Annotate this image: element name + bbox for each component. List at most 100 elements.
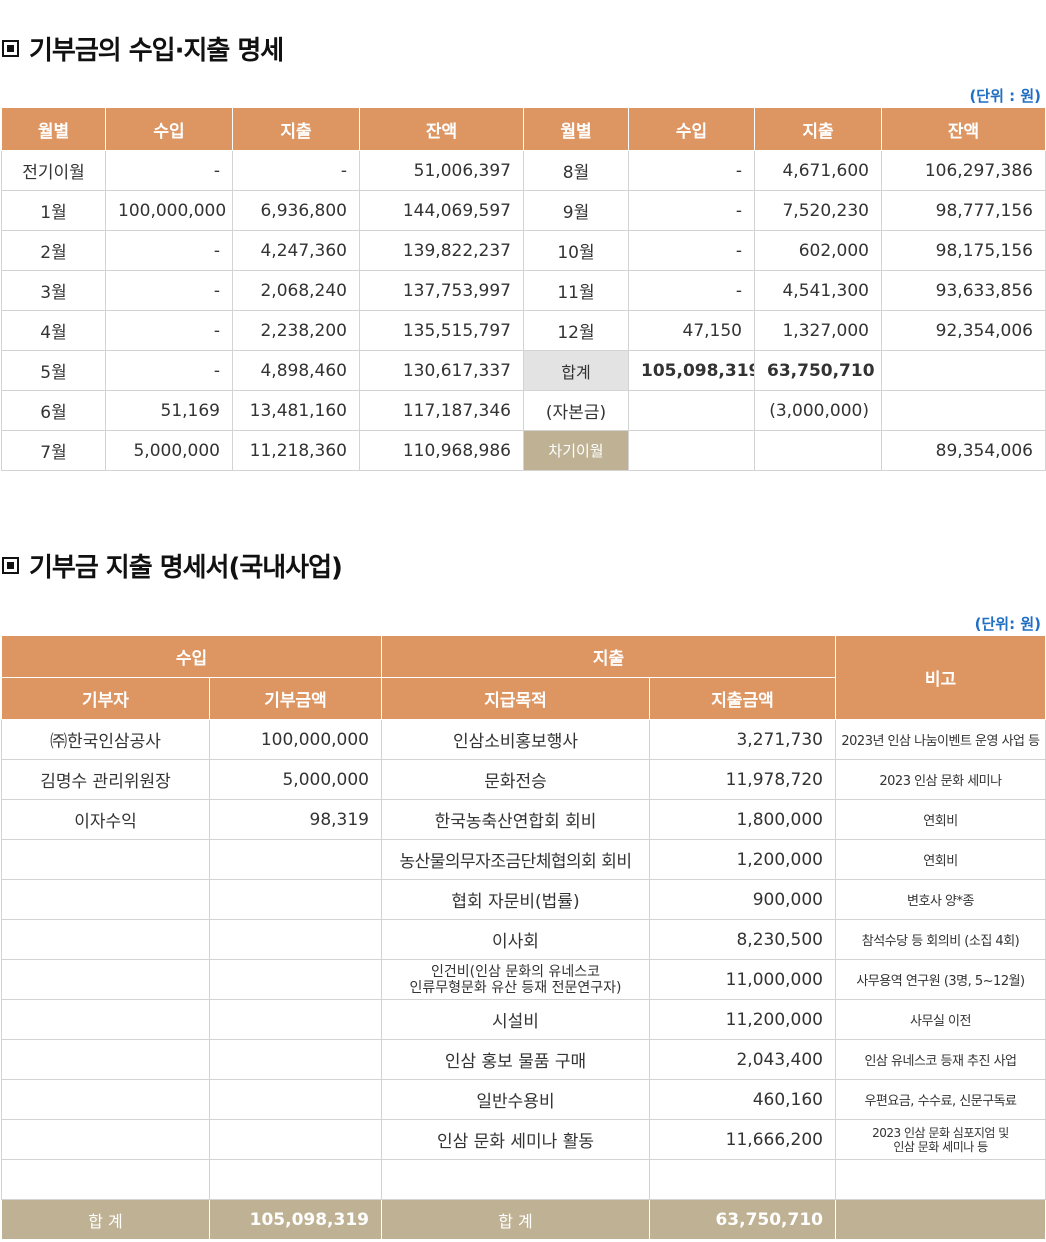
table-row: 인삼 문화 세미나 활동 11,666,200 2023 인삼 문화 심포지엄 … [1,1119,1046,1160]
balance-cell: 144,069,597 [359,190,524,231]
balance-cell [881,350,1046,391]
balance-cell: 93,633,856 [881,270,1046,311]
note-cell: 인삼 유네스코 등재 추진 사업 [835,1039,1046,1080]
income-cell: - [628,190,755,231]
donation-cell [209,1039,382,1080]
table-row: 6월 51,169 13,481,160 117,187,346 (자본금) (… [1,390,1046,431]
table-row: 1월 100,000,000 6,936,800 144,069,597 9월 … [1,190,1046,231]
header-month: 월별 [523,107,629,151]
total-income-cell: 105,098,319 [628,350,755,391]
total-note-cell [835,1199,1046,1240]
donation-cell [209,839,382,880]
header-donation-amount: 기부금액 [209,677,382,720]
carryover-balance-cell: 89,354,006 [881,430,1046,471]
table-row: 5월 - 4,898,460 130,617,337 합계 105,098,31… [1,350,1046,391]
balance-cell: 98,777,156 [881,190,1046,231]
total-label-cell: 합 계 [381,1199,650,1240]
amount-cell: 11,200,000 [649,999,836,1040]
balance-cell: 137,753,997 [359,270,524,311]
donation-cell [209,959,382,1000]
balance-cell: 106,297,386 [881,150,1046,191]
month-cell: 1월 [1,190,106,231]
table-row [1,1159,1046,1200]
income-cell: 100,000,000 [105,190,233,231]
balance-cell: 51,006,397 [359,150,524,191]
purpose-cell: 한국농축산연합회 회비 [381,799,650,840]
month-cell: 8월 [523,150,629,191]
table2-sub-header-row: 기부자 기부금액 지급목적 지출금액 [1,677,1046,720]
purpose-cell: 일반수용비 [381,1079,650,1120]
income-cell: - [105,270,233,311]
table-row: 인건비(인삼 문화의 유네스코 인류무형문화 유산 등재 전문연구자) 11,0… [1,959,1046,1000]
donation-cell [209,919,382,960]
purpose-cell: 시설비 [381,999,650,1040]
income-cell: 51,169 [105,390,233,431]
donation-cell: 98,319 [209,799,382,840]
donation-cell: 5,000,000 [209,759,382,800]
amount-cell: 3,271,730 [649,719,836,760]
header-expense-amount: 지출금액 [649,677,836,720]
table-row: 4월 - 2,238,200 135,515,797 12월 47,150 1,… [1,310,1046,351]
section1-title: 기부금의 수입·지출 명세 [2,30,284,67]
expense-cell: 4,898,460 [232,350,360,391]
donor-cell [1,1039,210,1080]
expense-cell [754,430,882,471]
purpose-cell: 인건비(인삼 문화의 유네스코 인류무형문화 유산 등재 전문연구자) [381,959,650,1000]
balance-cell: 117,187,346 [359,390,524,431]
header-income: 수입 [628,107,755,151]
month-cell: 6월 [1,390,106,431]
expense-cell: 2,068,240 [232,270,360,311]
income-cell: - [628,150,755,191]
capital-label-cell: (자본금) [523,390,629,431]
donor-cell [1,1119,210,1160]
expense-cell: 2,238,200 [232,310,360,351]
section2-unit-label: (단위: 원) [974,615,1041,633]
table-row: 이자수익 98,319 한국농축산연합회 회비 1,800,000 연회비 [1,799,1046,840]
note-cell: 변호사 양*종 [835,879,1046,920]
note-cell: 연회비 [835,839,1046,880]
income-cell: - [105,350,233,391]
table-row: 7월 5,000,000 11,218,360 110,968,986 차기이월… [1,430,1046,471]
amount-cell: 900,000 [649,879,836,920]
expense-cell: 1,327,000 [754,310,882,351]
income-cell: - [628,230,755,271]
note-cell: 2023 인삼 문화 세미나 [835,759,1046,800]
expense-cell: 11,218,360 [232,430,360,471]
balance-cell: 98,175,156 [881,230,1046,271]
table-row: 시설비 11,200,000 사무실 이전 [1,999,1046,1040]
income-cell: - [105,310,233,351]
donor-cell: ㈜한국인삼공사 [1,719,210,760]
total-row: 합 계 105,098,319 합 계 63,750,710 [1,1199,1046,1240]
donor-cell [1,1079,210,1120]
donor-cell [1,839,210,880]
amount-cell: 1,200,000 [649,839,836,880]
income-cell: - [105,150,233,191]
purpose-cell: 농산물의무자조금단체협의회 회비 [381,839,650,880]
purpose-cell: 협회 자문비(법률) [381,879,650,920]
table-row: 농산물의무자조금단체협의회 회비 1,200,000 연회비 [1,839,1046,880]
header-balance: 잔액 [359,107,524,151]
balance-cell [881,390,1046,431]
carryover-label-cell: 차기이월 [523,430,629,471]
income-cell [628,390,755,431]
donor-cell [1,879,210,920]
table-row: 3월 - 2,068,240 137,753,997 11월 - 4,541,3… [1,270,1046,311]
note-cell [835,1159,1046,1200]
donor-cell [1,919,210,960]
amount-cell: 11,666,200 [649,1119,836,1160]
expense-cell: 7,520,230 [754,190,882,231]
square-bullet-icon [2,557,19,574]
expense-cell: 4,671,600 [754,150,882,191]
income-expense-table: 월별 수입 지출 잔액 월별 수입 지출 잔액 전기이월 - - 51,006,… [1,107,1046,471]
note-cell: 참석수당 등 회의비 (소집 4회) [835,919,1046,960]
header-donor: 기부자 [1,677,210,720]
table1-header-row: 월별 수입 지출 잔액 월별 수입 지출 잔액 [1,107,1046,151]
section1-title-text: 기부금의 수입·지출 명세 [29,36,284,66]
expense-cell: - [232,150,360,191]
header-income-group: 수입 [1,635,382,678]
square-bullet-icon [2,40,19,57]
header-balance: 잔액 [881,107,1046,151]
purpose-cell: 인삼 문화 세미나 활동 [381,1119,650,1160]
total-expense-cell: 63,750,710 [754,350,882,391]
note-cell: 2023년 인삼 나눔이벤트 운영 사업 등 [835,719,1046,760]
